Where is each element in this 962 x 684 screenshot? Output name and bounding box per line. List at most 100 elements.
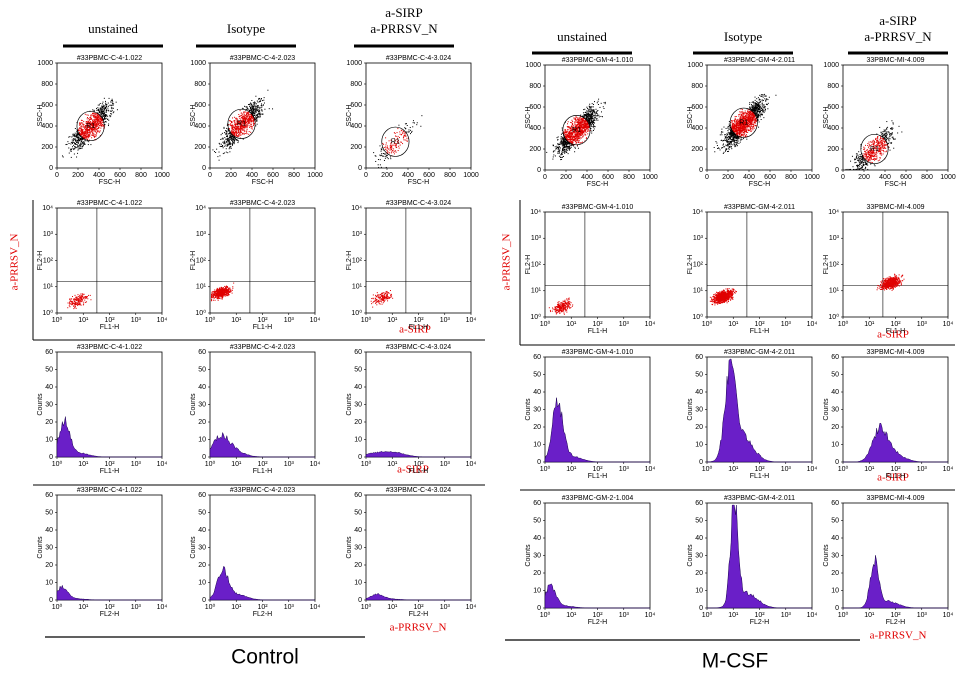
event-dot [744,118,746,120]
event-dot [727,126,729,128]
event-dot [736,137,738,139]
event-dot [571,125,573,127]
event-dot [246,133,248,135]
event-dot [762,96,764,98]
event-dot [739,141,741,143]
event-dot [581,121,583,123]
event-dot [563,143,565,145]
event-dot [752,107,754,109]
event-dot [93,135,95,137]
event-dot [572,135,574,137]
event-dot [401,141,403,143]
event-dot [406,137,408,139]
event-dot [734,119,736,121]
event-dot [255,95,257,97]
event-dot [240,121,242,123]
event-dot [254,101,256,103]
event-dot [217,292,219,294]
event-dot [214,289,216,291]
event-dot [391,150,393,152]
gate [381,126,410,157]
event-dot [586,124,588,126]
event-dot [245,118,247,120]
event-dot [398,147,400,149]
event-dot [243,123,245,125]
event-dot [402,143,404,145]
event-dot [571,122,573,124]
event-dot [236,118,238,120]
event-dot [565,132,567,134]
event-dot [98,120,100,122]
event-dot [252,118,254,120]
event-dot [758,126,760,128]
event-dot [374,300,376,302]
event-dot [399,141,401,143]
event-dot [576,145,578,147]
event-dot [260,98,262,100]
event-dot [567,133,569,135]
event-dot [727,144,729,146]
event-dot [211,295,213,297]
event-dot [216,288,218,290]
event-dot [752,127,754,129]
event-dot [388,292,390,294]
event-dot [100,121,102,123]
event-dot [67,302,69,304]
event-dot [568,136,570,138]
event-dot [569,137,571,139]
event-dot [556,145,558,147]
event-dot [380,148,382,150]
event-dot [99,108,101,110]
event-dot [225,138,227,140]
event-dot [94,112,96,114]
event-dot [233,120,235,122]
event-dot [752,118,754,120]
event-dot [229,291,231,293]
event-dot [240,129,242,131]
event-dot [235,131,237,133]
event-dot [80,127,82,129]
event-dot [73,138,75,140]
event-dot [392,144,394,146]
event-dot [569,145,571,147]
event-dot [757,97,759,99]
event-dot [240,134,242,136]
y-axis-label: Counts [190,536,197,559]
x-tick-label: 10⁴ [310,604,321,611]
event-dot [728,123,730,125]
gate [562,115,591,146]
event-dot [214,294,216,296]
event-dot [86,123,88,125]
event-dot [228,291,230,293]
event-dot [561,132,563,134]
event-dot [759,116,761,118]
event-dot [102,115,104,117]
column-header: unstained [88,21,138,36]
event-dot [578,136,580,138]
event-dot [244,118,246,120]
event-dot [237,130,239,132]
event-dot [399,131,401,133]
event-dot [562,146,564,148]
event-dot [212,296,214,298]
x-tick-label: 10¹ [387,317,398,324]
event-dot [97,124,99,126]
event-dot [82,125,84,127]
event-dot [67,141,69,143]
y-axis-label: FL2-H [346,251,353,270]
event-dot [242,115,244,117]
event-dot [569,137,571,139]
event-dot [74,136,76,138]
event-dot [391,295,393,297]
event-dot [595,115,597,117]
event-dot [386,296,388,298]
event-dot [741,135,743,137]
event-dot [74,300,76,302]
event-dot [570,137,572,139]
event-dot [76,302,78,304]
panel-title: #33PBMC-C-4-2.023 [230,344,295,351]
event-dot [79,304,81,306]
event-dot [258,114,260,116]
event-dot [249,119,251,121]
event-dot [592,115,594,117]
